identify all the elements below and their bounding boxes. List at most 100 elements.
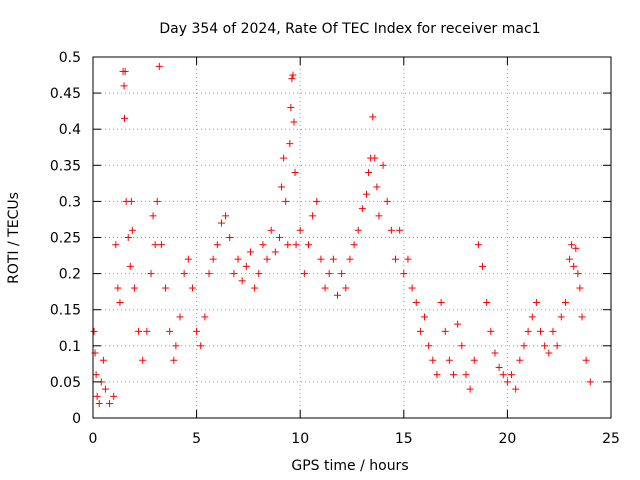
data-point [350,241,358,249]
data-point [392,255,400,263]
data-point [557,313,565,321]
data-point [425,342,433,350]
data-point [408,284,416,292]
data-point [576,284,584,292]
data-point [280,154,288,162]
data-point [143,327,151,335]
data-point [92,371,100,379]
data-point [291,169,299,177]
data-point [193,327,201,335]
data-point [400,270,408,278]
data-point [313,197,321,205]
data-point [126,262,134,270]
data-point [458,342,466,350]
y-tick-label: 0.5 [59,50,81,66]
data-point [147,270,155,278]
data-point [354,226,362,234]
data-point [255,270,263,278]
data-point [499,371,507,379]
data-point [284,241,292,249]
data-point [251,284,259,292]
y-tick-label: 0.25 [50,231,81,247]
data-point [503,378,511,386]
data-point [99,356,107,364]
data-point [234,255,242,263]
data-point [201,313,209,321]
data-point [358,205,366,213]
data-point [149,212,157,220]
data-point [289,71,297,79]
data-point [106,400,114,408]
data-point [445,356,453,364]
x-tick-label: 25 [602,431,620,447]
data-point [495,363,503,371]
data-point [151,241,159,249]
data-point [124,234,132,241]
data-point [112,241,120,249]
data-point [155,62,163,70]
data-point [120,114,128,122]
data-point [121,67,129,75]
data-point [188,284,196,292]
data-point [582,356,590,364]
data-point [287,104,295,112]
data-point [586,378,594,386]
x-tick-label: 10 [291,431,309,447]
data-point [520,342,528,350]
data-point [176,313,184,321]
data-point [574,270,582,278]
data-point [230,270,238,278]
x-tick-label: 20 [498,431,516,447]
data-point [90,327,98,335]
data-point [346,255,354,263]
data-point [128,226,136,234]
data-point [157,241,165,249]
y-axis-label: ROTI / TECUs [6,192,22,284]
data-point [338,270,346,278]
data-point [537,327,545,335]
data-point [116,298,124,306]
data-point [487,327,495,335]
data-point [110,392,118,400]
data-point [209,255,217,263]
data-point [275,234,283,241]
data-point [127,197,135,205]
data-point [184,255,192,263]
data-point [454,320,462,328]
data-point [263,255,271,263]
data-point [429,356,437,364]
data-point [437,298,445,306]
data-point [205,270,213,278]
y-tick-label: 0.2 [59,267,81,283]
y-tick-label: 0.4 [59,122,81,138]
x-tick-label: 5 [192,431,201,447]
data-point [114,284,122,292]
data-point [462,371,470,379]
data-point [373,183,381,191]
y-tick-label: 0.3 [59,194,81,210]
data-point [470,356,478,364]
data-point [93,392,101,400]
data-point [363,190,371,198]
data-point [578,313,586,321]
data-point [524,327,532,335]
data-point [379,161,387,169]
data-point [197,342,205,350]
data-point [404,255,412,263]
data-point [170,356,178,364]
x-tick-label: 15 [395,431,413,447]
y-tick-label: 0.05 [50,375,81,391]
data-point [267,226,275,234]
data-point [383,197,391,205]
data-point [217,219,225,227]
data-point [130,284,138,292]
data-point [120,82,128,90]
data-point [508,371,516,379]
data-point [321,284,329,292]
data-point [553,342,561,350]
data-point [466,385,474,393]
data-point [561,298,569,306]
data-point [570,262,578,270]
data-point [317,255,325,263]
